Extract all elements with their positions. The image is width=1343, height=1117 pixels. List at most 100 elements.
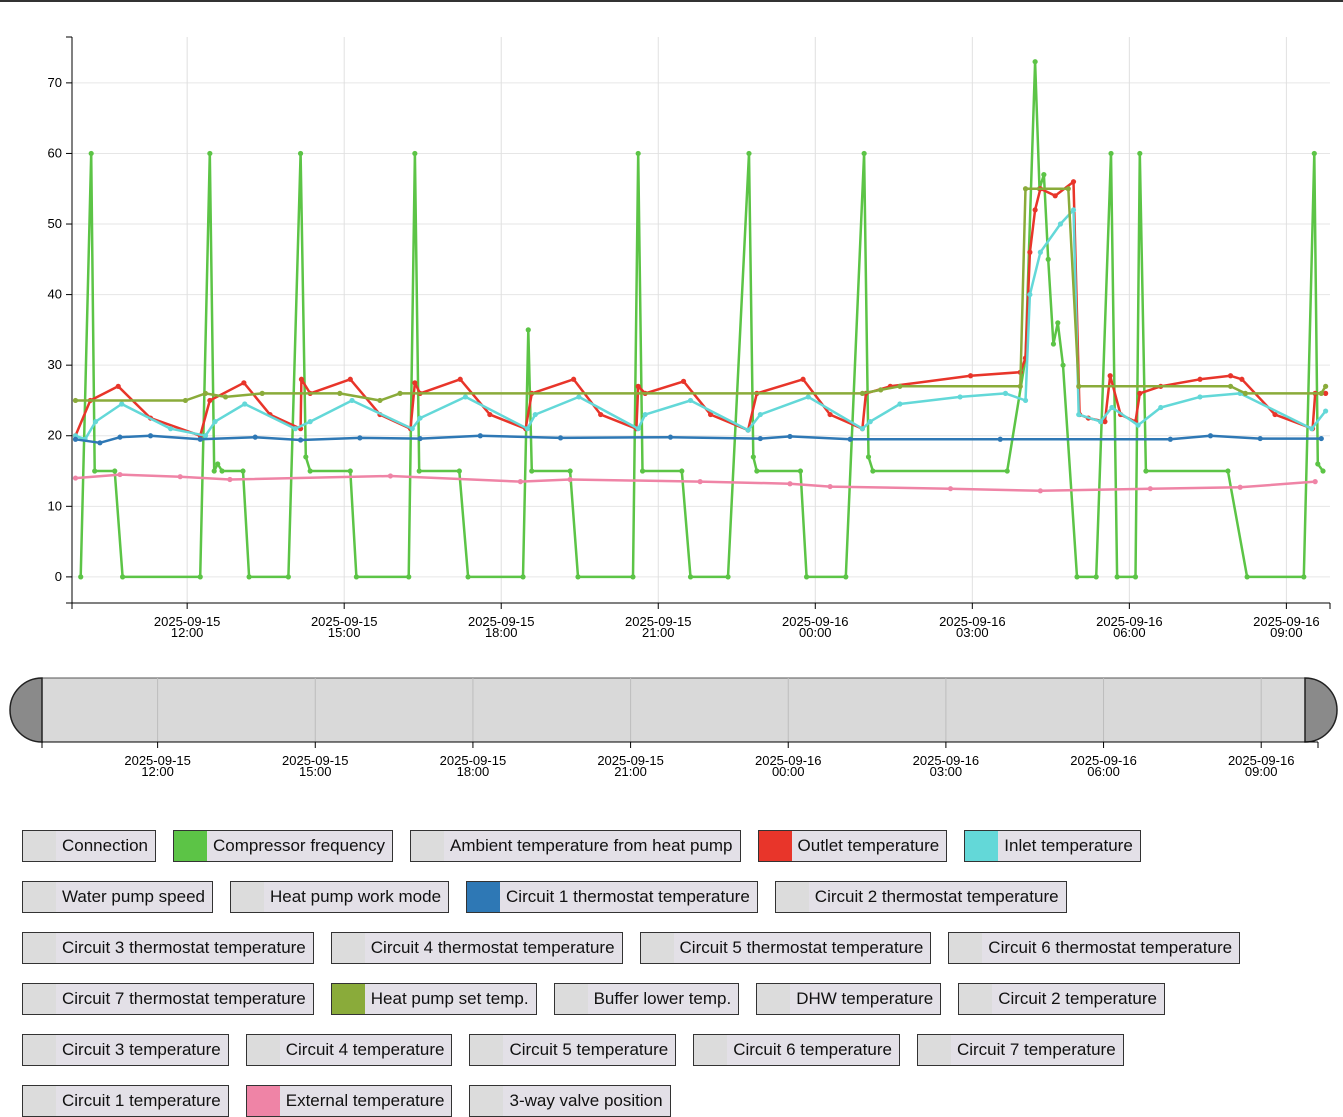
point [412, 380, 418, 386]
point [1143, 468, 1149, 474]
point [1323, 408, 1329, 414]
point [1132, 574, 1139, 580]
legend-item[interactable]: Circuit 7 thermostat temperature [22, 983, 314, 1015]
legend-item[interactable]: Heat pump set temp. [330, 983, 537, 1015]
point [337, 390, 343, 396]
point [679, 468, 685, 474]
point [115, 383, 121, 389]
x-tick-label-time: 09:00 [1245, 764, 1278, 779]
legend-item[interactable]: Circuit 4 temperature [245, 1034, 453, 1066]
legend-item[interactable]: Circuit 2 thermostat temperature [774, 881, 1067, 913]
legend-label: Circuit 4 temperature [285, 1040, 445, 1059]
point [861, 150, 867, 157]
legend-item[interactable]: Compressor frequency [173, 830, 393, 862]
legend-item[interactable]: Heat pump work mode [230, 881, 450, 913]
point [1114, 574, 1120, 580]
point [1097, 419, 1104, 425]
point [787, 481, 793, 487]
point [680, 378, 687, 384]
y-tick-label: 0 [55, 569, 62, 584]
point [1320, 468, 1326, 474]
legend-item[interactable]: Connection [22, 830, 157, 862]
point [878, 387, 884, 393]
point [1158, 404, 1164, 411]
legend-item[interactable]: External temperature [245, 1085, 453, 1117]
legend-swatch [331, 933, 365, 963]
legend-swatch [23, 1035, 56, 1065]
legend-item[interactable]: Circuit 3 thermostat temperature [22, 932, 314, 964]
legend-item[interactable]: 3-way valve position [469, 1085, 671, 1117]
point [462, 394, 469, 400]
point [1237, 484, 1243, 490]
legend-item[interactable]: Circuit 7 temperature [916, 1034, 1124, 1066]
point [349, 397, 355, 404]
legend-item[interactable]: DHW temperature [756, 983, 942, 1015]
legend-item[interactable]: Circuit 6 thermostat temperature [948, 932, 1241, 964]
legend-item[interactable]: Circuit 5 thermostat temperature [639, 932, 932, 964]
point [1004, 468, 1010, 474]
point [207, 397, 213, 404]
legend-item[interactable]: Circuit 3 temperature [22, 1034, 229, 1066]
legend-item[interactable]: Circuit 4 thermostat temperature [330, 932, 623, 964]
legend-item[interactable]: Circuit 1 temperature [22, 1085, 229, 1117]
point [1197, 394, 1203, 400]
legend-item[interactable]: Ambient temperature from heat pump [409, 830, 741, 862]
point [92, 468, 98, 474]
point [1272, 411, 1278, 418]
legend-swatch [23, 984, 56, 1014]
legend-label: Circuit 3 thermostat temperature [62, 938, 306, 957]
x-tick-label: 2025-09-16 09:00 [1228, 753, 1295, 779]
point [119, 401, 125, 407]
legend-label: Water pump speed [62, 887, 205, 906]
legend-swatch [231, 882, 264, 912]
point [859, 426, 865, 432]
point [406, 574, 412, 580]
legend-label: Circuit 1 thermostat temperature [506, 887, 750, 906]
point [557, 435, 564, 441]
point [1102, 419, 1108, 425]
legend-item[interactable]: Circuit 6 temperature [693, 1034, 900, 1066]
legend-swatch [467, 882, 501, 912]
legend-item[interactable]: Buffer lower temp. [553, 983, 740, 1015]
point [202, 433, 209, 439]
legend-swatch [331, 984, 365, 1014]
point [1065, 186, 1071, 192]
point [532, 411, 538, 418]
point [215, 461, 221, 467]
point [417, 435, 423, 442]
point [1022, 397, 1029, 404]
point [465, 574, 471, 580]
point [1032, 59, 1038, 65]
point [97, 440, 103, 446]
point [1017, 383, 1023, 389]
point [298, 376, 305, 382]
point [147, 433, 154, 439]
range-handle-left[interactable] [9, 677, 43, 743]
x-tick-label-date: 2025-09-16 [755, 753, 822, 768]
legend-item[interactable]: Outlet temperature [757, 830, 948, 862]
point [525, 327, 531, 333]
legend-label: Outlet temperature [797, 836, 940, 855]
legend-swatch [246, 1086, 280, 1116]
point [477, 433, 483, 439]
x-tick-label: 2025-09-16 06:00 [1070, 753, 1137, 779]
legend-item[interactable]: Circuit 2 temperature [958, 983, 1165, 1015]
x-tick-label: 2025-09-15 15:00 [311, 614, 378, 640]
legend-swatch [410, 831, 444, 861]
x-tick-label-date: 2025-09-15 [440, 753, 507, 768]
legend-item[interactable]: Water pump speed [22, 881, 213, 913]
point [197, 574, 203, 580]
point [870, 468, 876, 474]
range-handle-right[interactable] [1304, 677, 1338, 743]
point [1050, 341, 1057, 347]
legend-item[interactable]: Circuit 5 temperature [469, 1034, 677, 1066]
point [88, 150, 94, 157]
x-tick-label-time: 06:00 [1113, 625, 1146, 640]
point [1227, 373, 1234, 379]
x-tick-label-time: 12:00 [171, 625, 204, 640]
legend-item[interactable]: Inlet temperature [964, 830, 1141, 862]
legend-item[interactable]: Circuit 1 thermostat temperature [466, 881, 758, 913]
legend-label: Circuit 7 thermostat temperature [62, 989, 306, 1008]
point [697, 479, 703, 485]
point [292, 426, 298, 432]
